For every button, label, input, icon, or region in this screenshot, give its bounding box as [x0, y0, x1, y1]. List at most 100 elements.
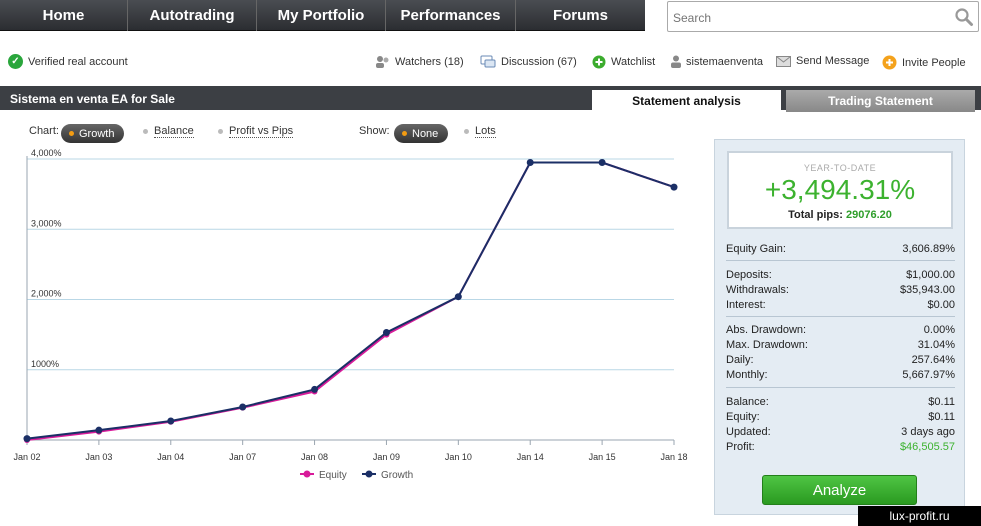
stat-label: Balance:: [726, 396, 769, 408]
total-pips: Total pips: 29076.20: [729, 209, 951, 221]
nav-bar: Home Autotrading My Portfolio Performanc…: [0, 0, 645, 31]
chart-series: [23, 159, 678, 443]
legend-label-growth[interactable]: Growth: [381, 470, 413, 481]
stat-value: 257.64%: [911, 354, 955, 366]
watchlist-label: Watchlist: [611, 56, 656, 68]
chart-grid: [27, 158, 674, 371]
tab-statement-analysis[interactable]: Statement analysis: [592, 90, 781, 112]
data-point-growth: [95, 426, 103, 434]
stat-label: Abs. Drawdown:: [726, 324, 807, 336]
legend-marker: [365, 470, 373, 478]
stat-value: $0.00: [927, 299, 955, 311]
discussion-link[interactable]: Discussion (67): [480, 55, 577, 69]
watchers-label: Watchers (18): [395, 55, 464, 68]
chart-legend: Equity Growth: [300, 470, 413, 481]
legend-label-equity[interactable]: Equity: [319, 470, 347, 481]
nav-home[interactable]: Home: [0, 0, 128, 31]
ytd-label: YEAR-TO-DATE: [803, 163, 877, 173]
user-icon: [671, 55, 681, 68]
envelope-icon: [776, 55, 791, 67]
verified-badge: ✓ Verified real account: [8, 54, 128, 69]
chart-options: Chart: Growth Balance Profit vs Pips Sho…: [0, 122, 700, 144]
stat-label: Daily:: [726, 354, 754, 366]
search-box: [667, 1, 979, 32]
nav-my-portfolio[interactable]: My Portfolio: [257, 0, 386, 31]
stat-value: 0.00%: [923, 324, 955, 336]
none-option[interactable]: None: [394, 124, 449, 143]
watchers-link[interactable]: Watchers (18): [375, 55, 464, 68]
selected-dot-icon: [69, 131, 74, 136]
account-title-bar: Sistema en venta EA for Sale Statement a…: [0, 86, 981, 112]
user-label: sistemaenventa: [686, 55, 764, 68]
analyze-button[interactable]: Analyze: [762, 475, 917, 505]
y-tick-label: 4,000%: [31, 148, 62, 158]
stat-row: Withdrawals: $35,943.00: [726, 284, 955, 299]
data-point-growth: [526, 159, 534, 167]
nav-performances[interactable]: Performances: [386, 0, 516, 31]
stat-row: Equity Gain: 3,606.89%: [726, 243, 955, 258]
stat-row: Interest: $0.00: [726, 299, 955, 314]
y-tick-labels: 1000% 2,000% 3,000% 4,000%: [31, 148, 62, 369]
stat-value: 31.04%: [917, 339, 955, 351]
x-tick-label: Jan 02: [13, 452, 40, 462]
user-link[interactable]: sistemaenventa: [671, 55, 763, 68]
stat-value: $35,943.00: [899, 284, 955, 296]
stat-label: Deposits:: [726, 269, 772, 281]
stat-row: Updated: 3 days ago: [726, 426, 955, 441]
stats-divider: [726, 316, 955, 317]
stat-row: Profit: $46,505.57: [726, 441, 955, 456]
search-input[interactable]: [673, 9, 953, 27]
ytd-box: YEAR-TO-DATE +3,494.31% Total pips: 2907…: [727, 151, 953, 229]
nav-forums[interactable]: Forums: [552, 7, 608, 24]
stat-value: $46,505.57: [899, 441, 955, 453]
stat-row: Deposits: $1,000.00: [726, 269, 955, 284]
balance-option[interactable]: Balance: [143, 125, 194, 138]
data-point-growth: [598, 159, 606, 167]
stat-row: Max. Drawdown: 31.04%: [726, 339, 955, 354]
x-tick-label: Jan 09: [373, 452, 400, 462]
data-point-growth: [454, 293, 462, 301]
stat-label: Max. Drawdown:: [726, 339, 808, 351]
x-tick-label: Jan 07: [229, 452, 256, 462]
stat-label: Monthly:: [726, 369, 768, 381]
stat-row: Equity: $0.11: [726, 411, 955, 426]
watermark: lux-profit.ru: [858, 506, 981, 526]
stat-label: Withdrawals:: [726, 284, 789, 296]
stat-value: 3 days ago: [901, 426, 955, 438]
profit-vs-pips-label: Profit vs Pips: [229, 125, 294, 138]
tab-trading-statement[interactable]: Trading Statement: [786, 90, 975, 112]
search-icon[interactable]: [954, 7, 974, 27]
x-tick-label: Jan 15: [589, 452, 616, 462]
y-tick-label: 1000%: [31, 359, 59, 369]
pips-value: 29076.20: [845, 209, 892, 221]
growth-option[interactable]: Growth: [61, 124, 125, 143]
stat-row: Abs. Drawdown: 0.00%: [726, 324, 955, 339]
account-info-bar: ✓ Verified real account Watchers (18) Di…: [0, 44, 981, 80]
balance-option-label: Balance: [154, 125, 194, 138]
data-point-growth: [382, 329, 390, 337]
send-message-link[interactable]: Send Message: [776, 55, 869, 67]
legend-marker: [303, 470, 311, 478]
show-label: Show:: [359, 125, 390, 137]
growth-chart: 1000%2,000%3,000%4,000% Jan 02 Jan 03 Jan …: [13, 148, 688, 481]
top-navigation: Home Autotrading My Portfolio Performanc…: [0, 0, 981, 35]
series-line-growth: [26, 161, 675, 440]
data-point-growth: [311, 385, 319, 393]
y-tick-label: 3,000%: [31, 218, 62, 228]
chart-label: Chart:: [29, 125, 59, 137]
stat-label: Profit:: [726, 441, 755, 453]
profit-vs-pips-option[interactable]: Profit vs Pips: [218, 125, 294, 138]
data-point-growth: [23, 435, 31, 443]
watchlist-link[interactable]: Watchlist: [592, 55, 655, 69]
x-tick-label: Jan 14: [517, 452, 544, 462]
send-message-label: Send Message: [796, 55, 870, 67]
lots-option[interactable]: Lots: [464, 125, 496, 138]
nav-autotrading[interactable]: Autotrading: [128, 0, 257, 31]
data-point-growth: [670, 183, 678, 191]
selected-dot-icon: [402, 131, 407, 136]
stat-label: Updated:: [726, 426, 771, 438]
x-tick-labels: Jan 02 Jan 03 Jan 04 Jan 07 Jan 08 Jan 09 Jan …: [13, 440, 688, 462]
series-line-equity: [26, 161, 675, 441]
invite-people-link[interactable]: Invite People: [882, 55, 966, 70]
x-tick-label: Jan 10: [445, 452, 472, 462]
